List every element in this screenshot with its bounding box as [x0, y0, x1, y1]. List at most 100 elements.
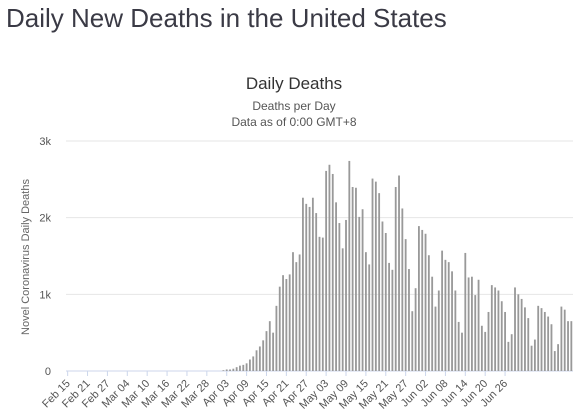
bar[interactable] [368, 264, 371, 371]
bar[interactable] [288, 274, 291, 371]
bar[interactable] [530, 345, 533, 371]
bar[interactable] [222, 370, 225, 371]
bar[interactable] [404, 239, 407, 371]
bar[interactable] [338, 223, 341, 371]
bar[interactable] [543, 311, 546, 371]
bar[interactable] [560, 306, 563, 371]
bar[interactable] [418, 226, 420, 371]
bar[interactable] [527, 318, 530, 371]
bar[interactable] [411, 311, 414, 371]
bar[interactable] [275, 305, 278, 371]
bar[interactable] [494, 287, 497, 371]
bar[interactable] [547, 316, 550, 371]
bar[interactable] [239, 365, 241, 371]
bar[interactable] [540, 308, 543, 371]
bar[interactable] [520, 298, 523, 371]
bar[interactable] [517, 294, 520, 371]
bar[interactable] [308, 206, 311, 371]
bar[interactable] [232, 368, 235, 371]
bar[interactable] [553, 351, 556, 371]
bar[interactable] [242, 364, 245, 371]
bar[interactable] [431, 276, 434, 371]
bar[interactable] [321, 237, 324, 371]
bar[interactable] [507, 341, 510, 371]
bar[interactable] [252, 356, 255, 371]
bar[interactable] [345, 219, 347, 371]
bar[interactable] [311, 197, 314, 371]
bar[interactable] [318, 236, 321, 371]
bar[interactable] [570, 321, 573, 371]
bar[interactable] [388, 262, 390, 371]
bar[interactable] [467, 277, 470, 371]
bar[interactable] [358, 216, 361, 371]
bar[interactable] [361, 209, 364, 371]
bar[interactable] [500, 301, 503, 371]
bar[interactable] [457, 321, 460, 371]
bar[interactable] [464, 252, 467, 371]
bar[interactable] [268, 321, 271, 371]
bar[interactable] [341, 248, 344, 371]
bar[interactable] [351, 187, 354, 371]
bar[interactable] [474, 295, 477, 371]
bar[interactable] [262, 340, 265, 371]
bar[interactable] [447, 262, 450, 371]
bar[interactable] [384, 233, 387, 371]
bar[interactable] [255, 350, 258, 371]
bar[interactable] [477, 279, 480, 371]
bar[interactable] [414, 288, 417, 371]
bar[interactable] [427, 255, 430, 371]
bar[interactable] [424, 233, 427, 371]
bar[interactable] [335, 202, 337, 371]
bar[interactable] [348, 160, 351, 371]
bar[interactable] [567, 321, 569, 371]
bar[interactable] [451, 271, 453, 371]
bar[interactable] [245, 363, 248, 371]
bar[interactable] [265, 331, 268, 371]
bar[interactable] [441, 250, 444, 371]
bar[interactable] [315, 213, 318, 371]
bar[interactable] [487, 311, 490, 371]
bar[interactable] [454, 290, 457, 372]
bar[interactable] [278, 286, 281, 371]
bar[interactable] [374, 181, 377, 371]
bar[interactable] [557, 344, 559, 371]
bar[interactable] [394, 187, 397, 371]
bar[interactable] [563, 309, 566, 371]
bar[interactable] [235, 367, 238, 371]
bar[interactable] [371, 178, 374, 371]
bar[interactable] [364, 252, 367, 371]
bar[interactable] [272, 332, 275, 371]
bar[interactable] [355, 187, 357, 371]
bar[interactable] [497, 290, 500, 372]
bar[interactable] [550, 324, 553, 371]
bar[interactable] [285, 279, 288, 371]
bar[interactable] [471, 276, 473, 371]
bar[interactable] [381, 221, 384, 372]
bar[interactable] [421, 229, 424, 371]
bar[interactable] [510, 334, 513, 371]
bar[interactable] [225, 369, 228, 371]
bar[interactable] [401, 208, 404, 371]
bar[interactable] [480, 325, 483, 371]
bar[interactable] [249, 359, 251, 372]
bar[interactable] [524, 307, 526, 371]
bar[interactable] [328, 164, 331, 371]
bar[interactable] [305, 203, 308, 371]
bar[interactable] [325, 170, 328, 371]
bar[interactable] [490, 285, 493, 371]
bar[interactable] [331, 173, 334, 371]
bar[interactable] [434, 306, 437, 371]
bar[interactable] [391, 269, 394, 371]
bar[interactable] [295, 262, 298, 371]
bar[interactable] [302, 197, 304, 371]
bar[interactable] [514, 287, 516, 371]
bar[interactable] [533, 339, 536, 371]
bar[interactable] [484, 331, 487, 371]
bar[interactable] [398, 175, 400, 372]
bar[interactable] [504, 311, 506, 371]
bar[interactable] [461, 332, 463, 371]
bar[interactable] [444, 259, 447, 371]
bar[interactable] [292, 252, 294, 371]
bar[interactable] [258, 346, 261, 371]
bar[interactable] [378, 193, 381, 371]
